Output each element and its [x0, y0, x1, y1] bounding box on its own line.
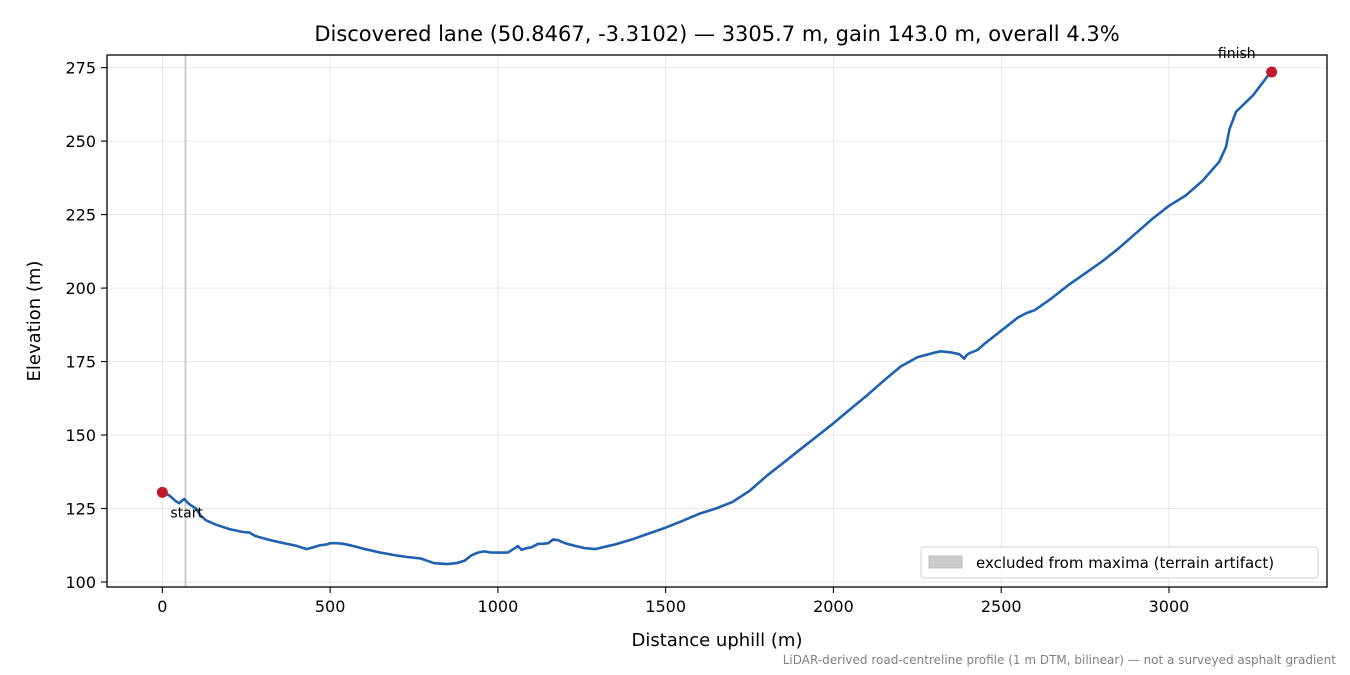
endpoint-annotations: start finish — [170, 46, 1255, 521]
x-tick-label: 500 — [315, 597, 346, 616]
series-layer — [161, 70, 1273, 566]
y-tick-label: 125 — [65, 500, 96, 519]
axis-ticks: 0 500 1000 1500 2000 2500 3000 100 125 150 175 200 2… — [65, 59, 1189, 616]
x-tick-label: 0 — [157, 597, 167, 616]
finish-label: finish — [1218, 46, 1256, 62]
elevation-line — [161, 70, 1273, 566]
finish-marker — [1266, 66, 1278, 78]
x-tick-label: 2500 — [981, 597, 1022, 616]
x-tick-label: 3000 — [1149, 597, 1190, 616]
endpoint-markers — [156, 66, 1278, 498]
y-tick-label: 275 — [65, 59, 96, 78]
y-tick-label: 200 — [65, 279, 96, 298]
legend-label: excluded from maxima (terrain artifact) — [976, 554, 1274, 572]
x-tick-label: 1000 — [478, 597, 519, 616]
chart-title: Discovered lane (50.8467, -3.3102) — 330… — [314, 22, 1119, 46]
legend-swatch — [928, 555, 963, 569]
start-marker — [156, 486, 168, 498]
y-tick-label: 250 — [65, 132, 96, 151]
legend-box — [920, 546, 1319, 579]
x-tick-label: 2000 — [813, 597, 854, 616]
y-axis-label: Elevation (m) — [24, 261, 45, 382]
excluded-band — [184, 55, 187, 587]
grid — [107, 55, 1327, 587]
footnote: LiDAR-derived road-centreline profile (1… — [783, 653, 1337, 667]
excluded-band-layer — [184, 55, 187, 587]
y-tick-label: 175 — [65, 353, 96, 372]
x-axis-label: Distance uphill (m) — [632, 630, 803, 651]
start-label: start — [170, 505, 203, 521]
y-tick-label: 100 — [65, 573, 96, 592]
x-tick-label: 1500 — [645, 597, 686, 616]
y-tick-label: 225 — [65, 206, 96, 225]
y-tick-label: 150 — [65, 426, 96, 445]
legend: excluded from maxima (terrain artifact) — [920, 546, 1319, 579]
plot-frame — [106, 54, 1328, 588]
